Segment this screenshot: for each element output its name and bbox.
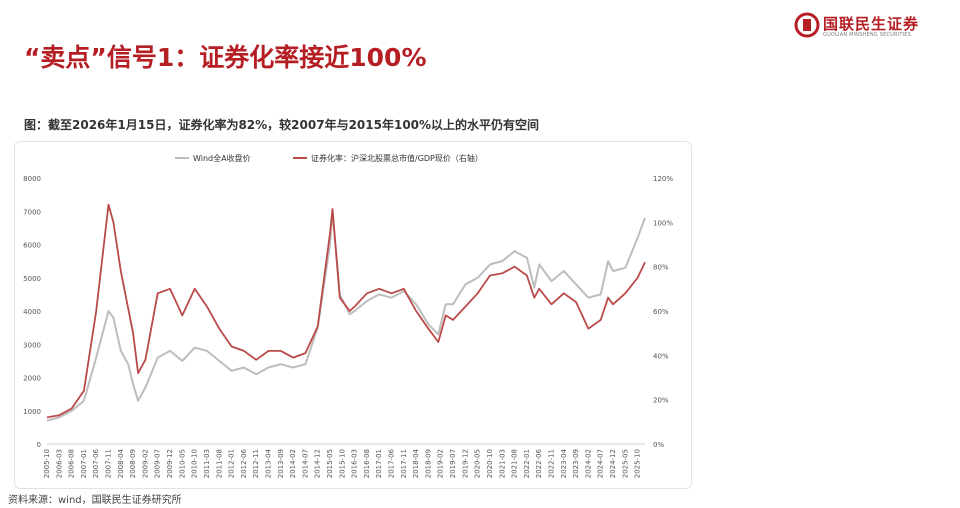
x-tick-label: 2018-09 [424,449,432,478]
x-tick-label: 2024-12 [609,449,617,478]
x-tick-label: 2012-01 [228,449,236,478]
y-left-tick-label: 4000 [23,308,41,316]
y-left-tick-label: 6000 [23,242,41,250]
x-tick-label: 2019-07 [449,449,457,478]
y-left-tick-label: 3000 [23,341,41,349]
x-tick-label: 2007-01 [80,449,88,478]
y-right-tick-label: 20% [653,397,669,405]
y-right-tick-label: 80% [653,264,669,272]
x-tick-label: 2012-06 [240,448,248,478]
x-tick-label: 2019-02 [437,449,445,478]
x-tick-label: 2021-03 [498,449,506,478]
x-tick-label: 2007-11 [105,449,113,478]
x-tick-label: 2013-09 [277,449,285,478]
x-tick-label: 2019-12 [461,449,469,478]
x-tick-label: 2022-06 [535,448,543,478]
chart-panel: 0 1000 2000 3000 4000 5000 6000 7000 8000 0% 20% 40… [14,141,692,489]
x-tick-label: 2009-07 [154,449,162,478]
x-tick-label: 2022-01 [523,449,531,478]
x-tick-label: 2006-08 [68,449,76,478]
x-tick-label: 2009-12 [166,449,174,478]
x-tick-label: 2017-01 [375,449,383,478]
x-tick-label: 2020-10 [486,449,494,478]
y-right-tick-label: 100% [653,219,673,227]
x-tick-label: 2011-03 [203,449,211,478]
x-tick-label: 2022-11 [547,449,555,478]
data-source-note: 资料来源：wind，国联民生证券研究所 [8,495,182,506]
x-tick-label: 2023-09 [572,449,580,478]
x-tick-label: 2017-11 [400,449,408,478]
brand-logo: 国联民生证券 GUOLIAN MINSHENG SECURITIES [794,10,944,40]
series-line-securitization-rate [46,203,646,419]
figure-caption: 图：截至2026年1月15日，证券化率为82%，较2007年与2015年100%… [24,118,540,132]
legend-label: 证券化率：沪深北股票总市值/GDP现价（右轴） [311,153,483,163]
x-tick-label: 2017-06 [388,448,396,478]
x-tick-label: 2024-02 [584,449,592,478]
x-tick-label: 2005-10 [43,449,51,478]
x-tick-label: 2009-02 [141,449,149,478]
x-tick-label: 2008-09 [129,449,137,478]
y-left-tick-label: 7000 [23,208,41,216]
x-tick-label: 2021-08 [511,449,519,478]
x-tick-label: 2010-05 [178,449,186,478]
y-left-tick-label: 0 [37,441,41,449]
x-tick-label: 2011-08 [215,449,223,478]
x-tick-label: 2025-10 [634,449,642,478]
x-tick-label: 2024-07 [597,449,605,478]
securitization-chart: 0 1000 2000 3000 4000 5000 6000 7000 8000 0% 20% 40… [23,153,673,478]
y-right-tick-label: 120% [653,175,673,183]
x-tick-label: 2023-04 [560,448,568,478]
x-tick-label: 2006-03 [55,449,63,478]
series-line-wind-all-a [46,210,646,422]
x-tick-label: 2010-10 [191,449,199,478]
y-left-tick-label: 8000 [23,175,41,183]
x-tick-label: 2015-10 [338,449,346,478]
x-tick-label: 2020-05 [474,449,482,478]
y-left-tick-label: 1000 [23,408,41,416]
y-left-tick-label: 2000 [23,375,41,383]
x-tick-label: 2007-06 [92,448,100,478]
x-tick-label: 2018-04 [412,448,420,478]
y-right-tick-label: 0% [653,441,664,449]
y-right-tick-label: 60% [653,308,669,316]
page-title: “卖点”信号1：证券化率接近100% [24,43,427,72]
y-left-tick-label: 5000 [23,275,41,283]
x-tick-label: 2013-04 [264,448,272,478]
brand-mark-icon [794,12,820,38]
x-tick-label: 2016-03 [351,449,359,478]
x-tick-label: 2012-11 [252,449,260,478]
x-tick-label: 2015-05 [326,449,334,478]
x-tick-label: 2014-07 [301,449,309,478]
x-tick-label: 2016-08 [363,449,371,478]
x-tick-label: 2008-04 [117,448,125,478]
x-tick-label: 2025-05 [621,449,629,478]
legend-label: Wind全A收盘价 [193,153,251,163]
brand-name-en: GUOLIAN MINSHENG SECURITIES [823,32,912,38]
x-tick-label: 2014-12 [314,449,322,478]
brand-name-cn: 国联民生证券 [823,15,920,33]
x-tick-label: 2014-02 [289,449,297,478]
y-right-tick-label: 40% [653,352,669,360]
